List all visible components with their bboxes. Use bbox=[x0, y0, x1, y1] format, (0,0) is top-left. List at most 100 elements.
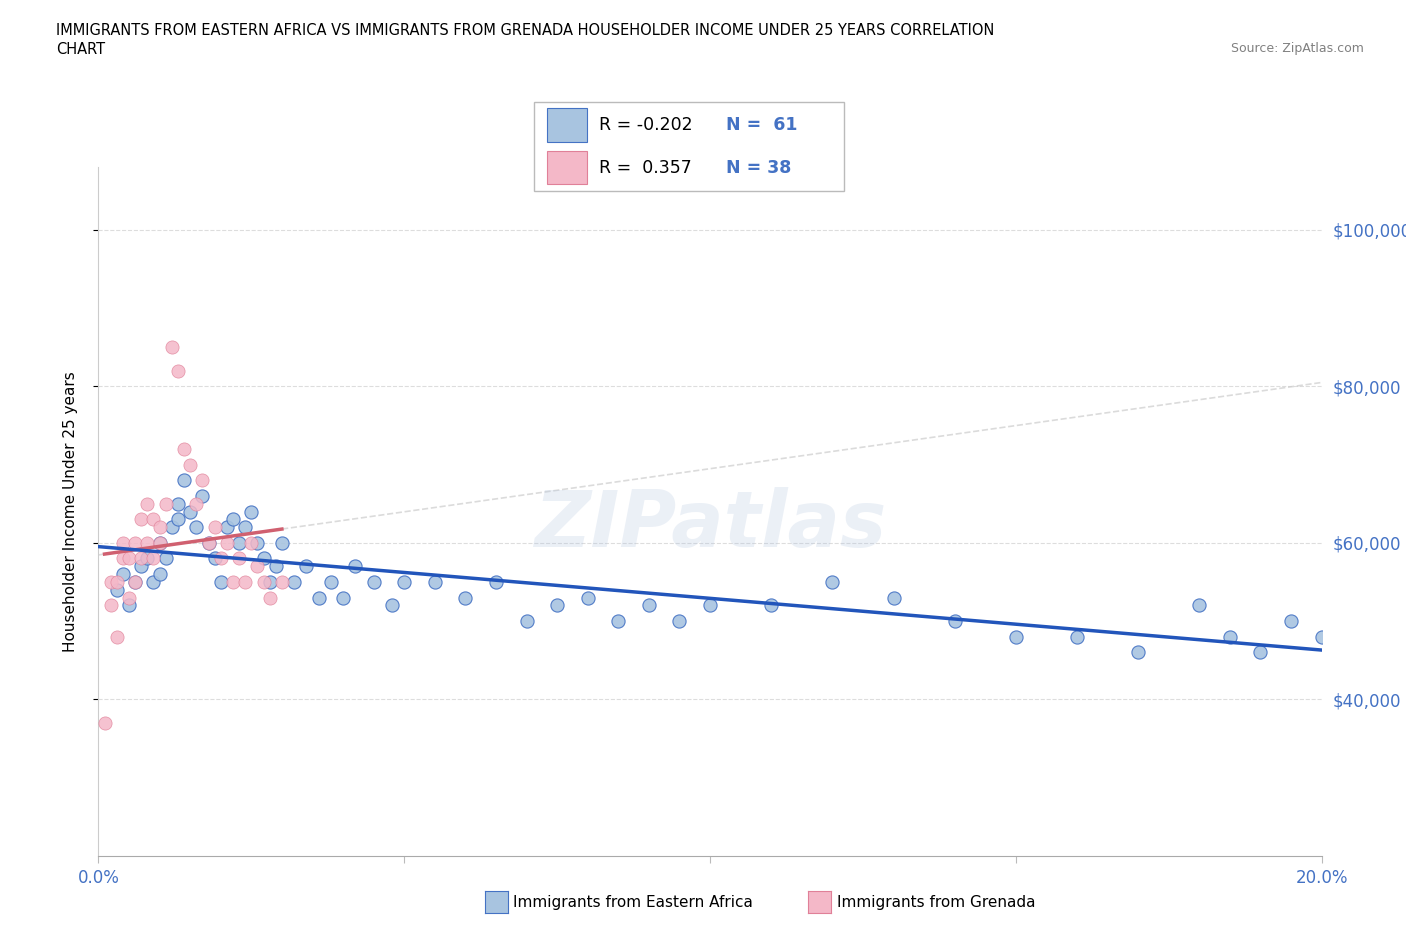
Point bbox=[454, 591, 477, 605]
Point bbox=[883, 591, 905, 605]
Point bbox=[167, 497, 190, 512]
Point bbox=[186, 497, 208, 512]
Point bbox=[100, 575, 122, 590]
Point bbox=[637, 598, 661, 613]
Point bbox=[118, 598, 141, 613]
Point bbox=[516, 614, 538, 629]
Point bbox=[111, 551, 134, 565]
Point bbox=[209, 551, 232, 565]
Point bbox=[1066, 630, 1088, 644]
Point bbox=[118, 591, 141, 605]
Text: R =  0.357: R = 0.357 bbox=[599, 159, 692, 177]
Point bbox=[283, 575, 305, 590]
Point bbox=[215, 536, 238, 551]
Point bbox=[136, 551, 159, 565]
Point bbox=[149, 536, 172, 551]
Point bbox=[246, 536, 269, 551]
Point bbox=[167, 364, 190, 379]
Point bbox=[576, 591, 599, 605]
Point bbox=[197, 536, 219, 551]
Point bbox=[204, 520, 226, 535]
Point bbox=[392, 575, 416, 590]
Point bbox=[105, 575, 128, 590]
Point bbox=[136, 536, 159, 551]
Point bbox=[136, 497, 159, 512]
Point bbox=[252, 575, 274, 590]
Point bbox=[228, 536, 250, 551]
Point bbox=[1279, 614, 1302, 629]
Point bbox=[111, 536, 134, 551]
FancyBboxPatch shape bbox=[534, 102, 844, 191]
Point bbox=[1249, 644, 1271, 659]
Text: CHART: CHART bbox=[56, 42, 105, 57]
Text: Immigrants from Eastern Africa: Immigrants from Eastern Africa bbox=[513, 895, 754, 910]
Point bbox=[1310, 630, 1333, 644]
Point bbox=[124, 575, 146, 590]
Text: IMMIGRANTS FROM EASTERN AFRICA VS IMMIGRANTS FROM GRENADA HOUSEHOLDER INCOME UND: IMMIGRANTS FROM EASTERN AFRICA VS IMMIGR… bbox=[56, 23, 994, 38]
Point bbox=[228, 551, 250, 565]
Point bbox=[179, 458, 201, 472]
Point bbox=[319, 575, 342, 590]
Point bbox=[607, 614, 630, 629]
Point bbox=[149, 566, 172, 581]
Point bbox=[167, 512, 190, 526]
Point bbox=[332, 591, 354, 605]
Point bbox=[222, 575, 245, 590]
Point bbox=[93, 715, 115, 730]
Point bbox=[1188, 598, 1211, 613]
Point bbox=[668, 614, 690, 629]
Point bbox=[252, 551, 274, 565]
Point bbox=[105, 630, 128, 644]
Point bbox=[142, 512, 165, 526]
Point bbox=[186, 520, 208, 535]
FancyBboxPatch shape bbox=[547, 151, 586, 184]
Point bbox=[149, 536, 172, 551]
Point bbox=[233, 575, 256, 590]
Point bbox=[155, 551, 177, 565]
Point bbox=[759, 598, 782, 613]
Point bbox=[1004, 630, 1026, 644]
Point bbox=[160, 339, 183, 354]
Point bbox=[191, 472, 214, 487]
Point bbox=[191, 488, 214, 503]
Point bbox=[246, 559, 269, 574]
Point bbox=[129, 512, 152, 526]
Point bbox=[295, 559, 318, 574]
Point bbox=[222, 512, 245, 526]
Point bbox=[118, 551, 141, 565]
Point bbox=[105, 582, 128, 597]
Point bbox=[699, 598, 721, 613]
Text: N =  61: N = 61 bbox=[725, 116, 797, 134]
Text: R = -0.202: R = -0.202 bbox=[599, 116, 693, 134]
Point bbox=[1128, 644, 1150, 659]
Point bbox=[485, 575, 508, 590]
Point bbox=[270, 575, 292, 590]
Point bbox=[129, 551, 152, 565]
Point bbox=[204, 551, 226, 565]
Point bbox=[240, 504, 263, 519]
Point bbox=[546, 598, 568, 613]
Point bbox=[259, 575, 281, 590]
Point bbox=[173, 442, 195, 457]
Point bbox=[124, 536, 146, 551]
Point bbox=[363, 575, 385, 590]
Point bbox=[142, 551, 165, 565]
Text: Immigrants from Grenada: Immigrants from Grenada bbox=[837, 895, 1035, 910]
Point bbox=[264, 559, 287, 574]
Point bbox=[142, 575, 165, 590]
FancyBboxPatch shape bbox=[547, 109, 586, 142]
Point bbox=[270, 536, 292, 551]
Point bbox=[124, 575, 146, 590]
Point bbox=[233, 520, 256, 535]
Point bbox=[423, 575, 446, 590]
Point bbox=[240, 536, 263, 551]
Point bbox=[344, 559, 367, 574]
Point bbox=[160, 520, 183, 535]
Point bbox=[821, 575, 844, 590]
Point bbox=[173, 472, 195, 487]
Point bbox=[1219, 630, 1241, 644]
Point bbox=[149, 520, 172, 535]
Point bbox=[308, 591, 330, 605]
Point bbox=[111, 566, 134, 581]
Point bbox=[129, 559, 152, 574]
